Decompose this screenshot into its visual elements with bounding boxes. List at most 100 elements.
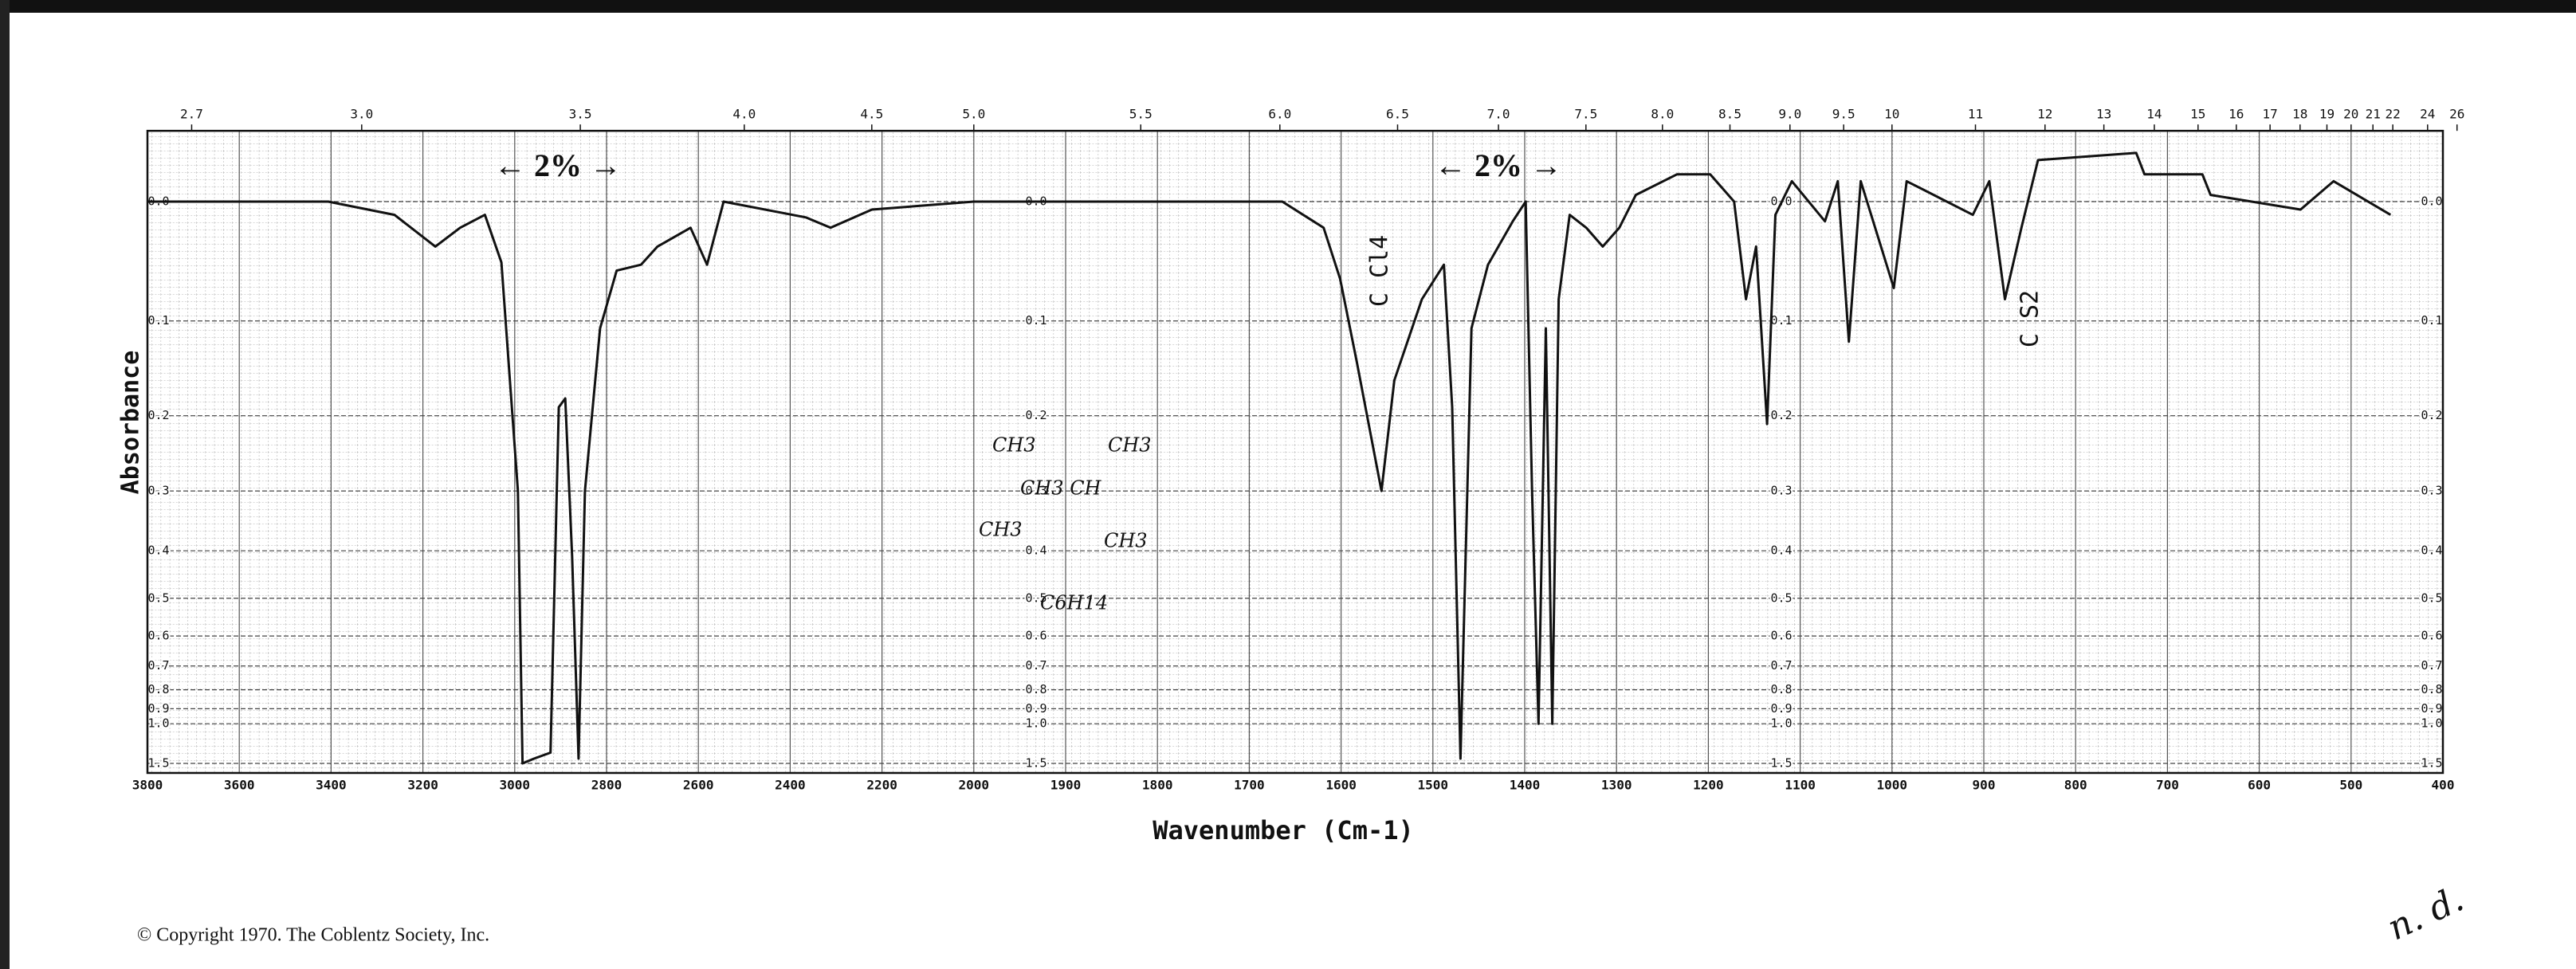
x-tick-label: 1000: [1877, 777, 1908, 792]
x-tick-label: 2000: [959, 777, 990, 792]
x-tick-label: 1900: [1050, 777, 1082, 792]
y-tick-label: 0.6: [1025, 629, 1046, 643]
x-tick-label: 1200: [1693, 777, 1724, 792]
x-tick-label: 500: [2339, 777, 2362, 792]
x2-tick-label: 21: [2366, 107, 2381, 122]
x-tick-label: 1800: [1142, 777, 1173, 792]
y-tick-label: 1.0: [2421, 716, 2442, 731]
y-tick-label: 0.8: [147, 682, 169, 696]
x2-tick-label: 8.0: [1651, 107, 1674, 122]
handwritten-note: n. d.: [2382, 879, 2470, 949]
x-tick-label: 3200: [407, 777, 438, 792]
x-tick-label: 1700: [1234, 777, 1265, 792]
y-tick-label: 0.5: [2421, 590, 2442, 605]
x2-tick-label: 24: [2420, 107, 2435, 122]
x-tick-label: 1300: [1601, 777, 1632, 792]
y-tick-label: 0.2: [2421, 408, 2442, 422]
x2-tick-label: 3.0: [350, 107, 373, 122]
y-tick-label: 1.5: [1025, 755, 1046, 770]
x-axis-label: Wavenumber (Cm-1): [1153, 815, 1414, 845]
y-tick-label: 1.0: [1025, 716, 1046, 731]
y-tick-label: 0.4: [2421, 543, 2442, 558]
x-tick-label: 600: [2248, 777, 2271, 792]
copyright: © Copyright 1970. The Coblentz Society, …: [137, 925, 489, 946]
y-tick-label: 0.8: [1770, 682, 1792, 696]
plot-frame: [146, 129, 2444, 775]
x2-tick-label: 6.5: [1386, 107, 1409, 122]
y-tick-label: 0.4: [1770, 543, 1792, 558]
x2-tick-label: 7.0: [1487, 107, 1510, 122]
x2-tick-label: 9.5: [1832, 107, 1855, 122]
x-tick-label: 2800: [591, 777, 622, 792]
y-tick-label: 0.3: [1025, 484, 1046, 498]
x-tick-label: 3000: [500, 777, 531, 792]
x2-tick-label: 5.5: [1129, 107, 1153, 122]
y-tick-label: 0.0: [2421, 194, 2442, 209]
y-tick-label: 1.0: [147, 716, 169, 731]
x-tick-label: 900: [1973, 777, 1996, 792]
y-tick-label: 0.8: [2421, 682, 2442, 696]
handwritten-label: CH3: [1108, 434, 1152, 457]
annotation: C Cl4: [1366, 235, 1394, 307]
y-tick-label: 0.1: [1770, 313, 1792, 328]
x-tick-label: 2200: [866, 777, 897, 792]
x2-tick-label: 6.0: [1268, 107, 1291, 122]
x2-tick-label: 11: [1968, 107, 1983, 122]
y-tick-label: 0.3: [2421, 484, 2442, 498]
y-tick-label: 0.9: [2421, 701, 2442, 716]
annotation: C S2: [2016, 290, 2044, 347]
x-tick-label: 3600: [224, 777, 255, 792]
x2-tick-label: 16: [2228, 107, 2244, 122]
y-tick-label: 1.5: [2421, 755, 2442, 770]
y-tick-label: 0.9: [1025, 701, 1046, 716]
x-tick-label: 1600: [1325, 777, 1357, 792]
y-tick-label: 0.4: [1025, 543, 1046, 558]
y-tick-label: 0.1: [1025, 313, 1046, 328]
y-tick-label: 0.7: [147, 658, 169, 673]
x2-tick-label: 19: [2319, 107, 2334, 122]
y-tick-label: 0.8: [1025, 682, 1046, 696]
y-tick-label: 0.4: [147, 543, 169, 558]
x-tick-label: 1100: [1785, 777, 1816, 792]
x-tick-label: 400: [2432, 777, 2455, 792]
plot-area: 3800 3600 3400 3200 3000 2800 2600 2400 2200 2000…: [132, 107, 2465, 793]
x2-tick-label: 14: [2146, 107, 2162, 122]
y-tick-label: 0.5: [1025, 590, 1046, 605]
scan-edge: [0, 0, 2576, 13]
x2-tick-label: 4.5: [860, 107, 883, 122]
x-tick-label: 3400: [316, 777, 347, 792]
y-tick-label: 0.9: [1770, 701, 1792, 716]
scan-edge: [0, 0, 10, 969]
handwritten-label: CH3: [1104, 530, 1148, 552]
annotation: ← 2% →: [494, 147, 622, 183]
spectrum-line: [147, 151, 2392, 765]
x2-tick-label: 2.7: [180, 107, 203, 122]
x-tick-label: 3800: [132, 777, 163, 792]
x2-tick-label: 18: [2292, 107, 2307, 122]
y-tick-label: 1.5: [1770, 755, 1792, 770]
y-tick-label: 0.1: [147, 313, 169, 328]
x-tick-label: 1500: [1418, 777, 1449, 792]
x2-tick-label: 9.0: [1778, 107, 1801, 122]
x2-tick-label: 10: [1884, 107, 1899, 122]
x2-tick-label: 20: [2343, 107, 2358, 122]
y-tick-label: 0.7: [2421, 658, 2442, 673]
annotation: ← 2% →: [1435, 147, 1562, 183]
y-tick-label: 0.2: [1025, 408, 1046, 422]
x2-tick-label: 12: [2037, 107, 2052, 122]
x2-tick-label: 3.5: [569, 107, 592, 122]
y-tick-label: 0.6: [147, 629, 169, 643]
handwritten-label: CH3: [992, 434, 1036, 457]
x-tick-label: 700: [2156, 777, 2179, 792]
x2-tick-label: 13: [2096, 107, 2111, 122]
y-tick-label: 0.6: [1770, 629, 1792, 643]
x2-tick-label: 15: [2190, 107, 2205, 122]
x-tick-label: 800: [2064, 777, 2087, 792]
x2-tick-label: 8.5: [1718, 107, 1742, 122]
handwritten-label: CH3: [979, 519, 1023, 541]
x-tick-label: 2600: [683, 777, 714, 792]
y-tick-label: 0.2: [147, 408, 169, 422]
x2-tick-label: 26: [2449, 107, 2464, 122]
x2-tick-label: 7.5: [1574, 107, 1597, 122]
